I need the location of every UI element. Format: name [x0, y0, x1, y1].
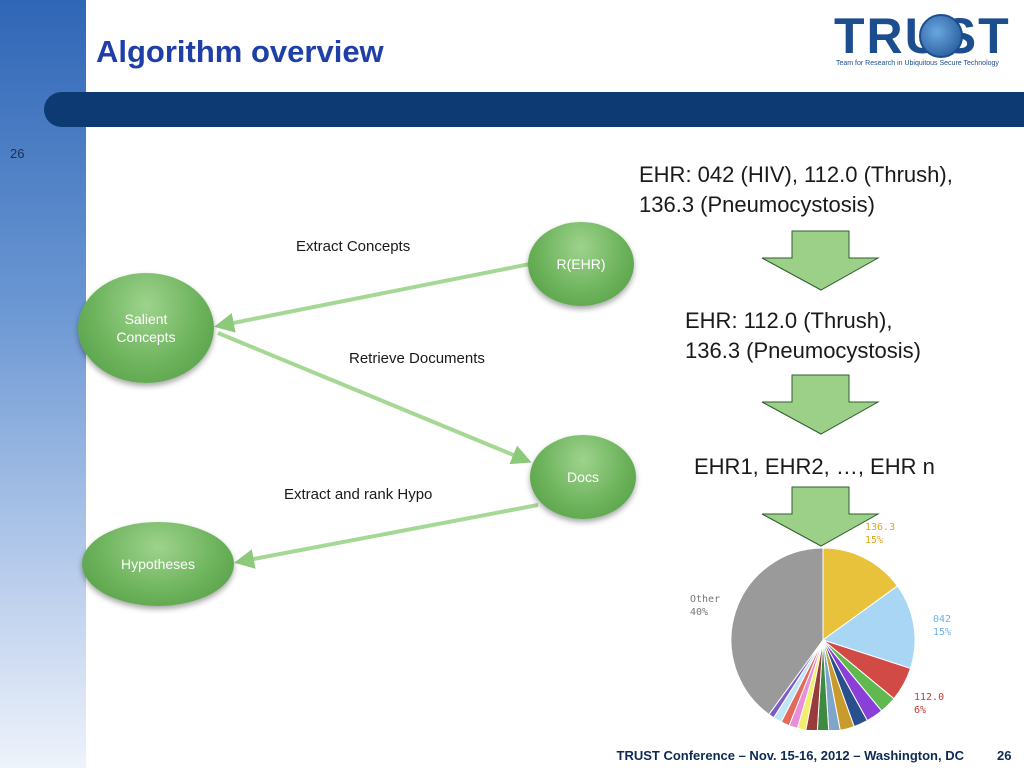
- footer-page-number: 26: [997, 748, 1012, 763]
- pie-slice-other: [730, 547, 824, 716]
- header-bar: [44, 92, 1024, 127]
- pie-label-042-pct: 15%: [933, 627, 952, 638]
- node-salient-label-1: Salient: [124, 311, 168, 327]
- pie-slice-136-3: [822, 547, 899, 641]
- pie-label-other-name: Other: [690, 594, 721, 605]
- pie-label-136-3-name: 136.3: [865, 522, 896, 533]
- step2-text: EHR: 112.0 (Thrush), 136.3 (Pneumocystos…: [685, 306, 921, 366]
- down-arrow-1: [761, 230, 880, 291]
- footer-conference: TRUST Conference – Nov. 15-16, 2012 – Wa…: [616, 748, 964, 763]
- node-salient-label-2: Concepts: [116, 329, 176, 345]
- down-arrow-2: [761, 374, 880, 435]
- pie-label-042-name: 042: [933, 614, 952, 625]
- step1-text: EHR: 042 (HIV), 112.0 (Thrush), 136.3 (P…: [639, 160, 953, 220]
- step1-line2: 136.3 (Pneumocystosis): [639, 192, 875, 217]
- pie-slice-042: [821, 585, 916, 670]
- pie-label-112-0-pct: 6%: [914, 705, 927, 716]
- arrow-docs-to-hypotheses: [234, 503, 539, 569]
- pie-label-136-3: 136.3 15%: [865, 521, 895, 547]
- step3-text: EHR1, EHR2, …, EHR n: [694, 454, 935, 479]
- arrow-rehr-to-salient: [214, 262, 531, 333]
- pie-label-other-pct: 40%: [690, 607, 709, 618]
- slide-title: Algorithm overview: [96, 34, 384, 69]
- pie-label-136-3-pct: 15%: [865, 535, 884, 546]
- node-salient-concepts: Salient Concepts: [78, 273, 214, 383]
- label-extract-rank-hypo: Extract and rank Hypo: [284, 486, 433, 503]
- label-extract-concepts: Extract Concepts: [296, 238, 411, 255]
- pie-label-042: 042 15%: [933, 613, 951, 639]
- arrow-salient-to-docs: [217, 331, 532, 465]
- node-hypotheses-label: Hypotheses: [121, 556, 195, 572]
- pie-chart: 136.3 15% 042 15% 112.0 6% Other 40%: [680, 515, 980, 733]
- node-rehr-label: R(EHR): [556, 256, 606, 272]
- pie-label-112-0-name: 112.0: [914, 692, 945, 703]
- globe-icon: [919, 14, 963, 58]
- node-docs-label: Docs: [567, 469, 599, 485]
- down-arrow-3: [761, 486, 880, 547]
- left-gradient-band: [0, 0, 86, 768]
- node-rehr: R(EHR): [528, 222, 634, 306]
- node-docs: Docs: [530, 435, 636, 519]
- pie-svg: [730, 547, 916, 733]
- step2-line2: 136.3 (Pneumocystosis): [685, 338, 921, 363]
- step2-line1: EHR: 112.0 (Thrush),: [685, 308, 893, 333]
- trust-logo: TRUST Team for Research in Ubiquitous Se…: [834, 10, 1012, 72]
- node-hypotheses: Hypotheses: [82, 522, 234, 606]
- label-retrieve-documents: Retrieve Documents: [349, 350, 485, 367]
- pie-label-other: Other 40%: [690, 593, 720, 619]
- step1-line1: EHR: 042 (HIV), 112.0 (Thrush),: [639, 162, 953, 187]
- logo-subtitle: Team for Research in Ubiquitous Secure T…: [836, 60, 999, 67]
- slide-number: 26: [10, 146, 25, 161]
- pie-label-112-0: 112.0 6%: [914, 691, 944, 717]
